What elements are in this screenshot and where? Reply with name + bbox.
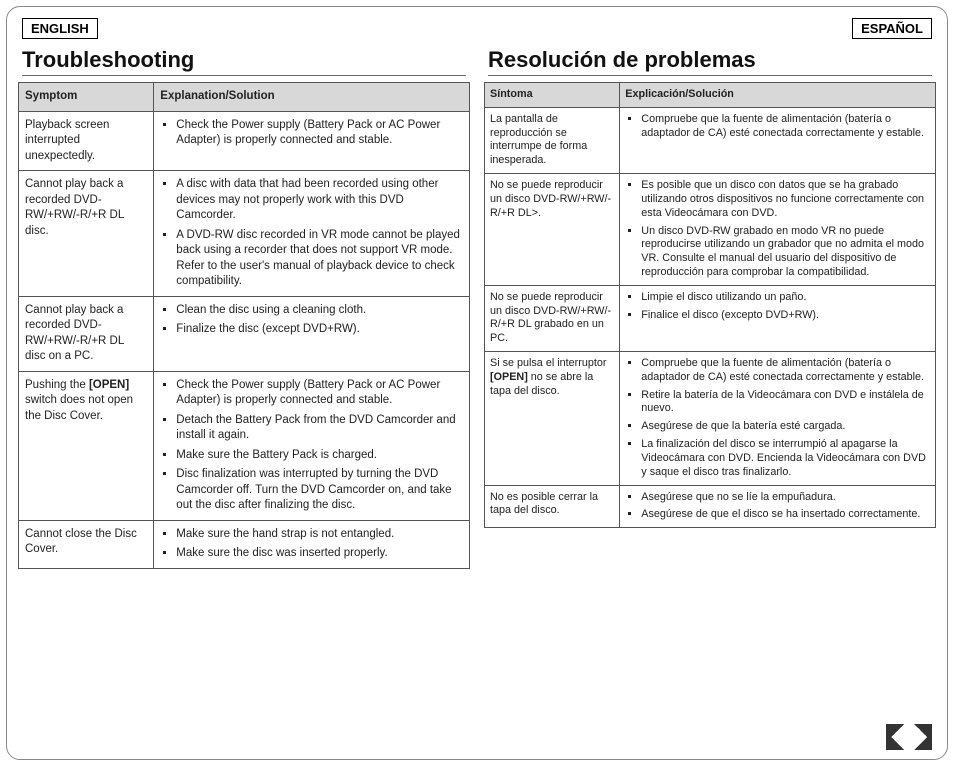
solution-item: Clean the disc using a cleaning cloth. <box>176 303 463 319</box>
tbody-en: Playback screen interrupted unexpectedly… <box>19 111 470 568</box>
solution-cell: Check the Power supply (Battery Pack or … <box>154 111 470 171</box>
solution-cell: Limpie el disco utilizando un paño. Final… <box>620 285 936 351</box>
table-row: Cannot play back a recorded DVD-RW/+RW/-… <box>19 171 470 297</box>
symptom-cell: Playback screen interrupted unexpectedly… <box>19 111 154 171</box>
table-row: La pantalla de reproducción se interrump… <box>485 107 936 173</box>
solution-item: Compruebe que la fuente de alimentación … <box>641 113 930 141</box>
solution-item: Compruebe que la fuente de alimentación … <box>641 357 930 385</box>
solution-item: Make sure the hand strap is not entangle… <box>176 527 463 543</box>
heading-english: Troubleshooting <box>22 47 466 76</box>
solution-cell: Clean the disc using a cleaning cloth. Fi… <box>154 296 470 371</box>
solution-item: Make sure the disc was inserted properly… <box>176 546 463 562</box>
solution-list: Limpie el disco utilizando un paño. Final… <box>625 291 930 323</box>
symptom-cell: No se puede reproducir un disco DVD-RW/+… <box>485 174 620 286</box>
solution-list: Asegúrese que no se líe la empuñadura. As… <box>625 491 930 523</box>
solution-item: A DVD-RW disc recorded in VR mode cannot… <box>176 228 463 290</box>
solution-item: Check the Power supply (Battery Pack or … <box>176 378 463 409</box>
solution-item: La finalización del disco se interrumpió… <box>641 438 930 479</box>
solution-list: Compruebe que la fuente de alimentación … <box>625 357 930 480</box>
table-row: Cannot close the Disc Cover. Make sure th… <box>19 520 470 568</box>
solution-item: Finalice el disco (excepto DVD+RW). <box>641 309 930 323</box>
troubleshooting-table-es: Síntoma Explicación/Solución La pantalla… <box>484 82 936 528</box>
solution-item: Check the Power supply (Battery Pack or … <box>176 118 463 149</box>
solution-list: Make sure the hand strap is not entangle… <box>160 527 463 562</box>
heading-spanish: Resolución de problemas <box>488 47 932 76</box>
column-english: ENGLISH Troubleshooting Symptom Explanat… <box>18 18 470 748</box>
th-symptom-es: Síntoma <box>485 83 620 108</box>
solution-item: Limpie el disco utilizando un paño. <box>641 291 930 305</box>
solution-item: Detach the Battery Pack from the DVD Cam… <box>176 413 463 444</box>
symptom-cell: Si se pulsa el interruptor [OPEN] no se … <box>485 352 620 486</box>
solution-list: Clean the disc using a cleaning cloth. Fi… <box>160 303 463 338</box>
solution-item: Disc finalization was interrupted by tur… <box>176 467 463 514</box>
table-row: No se puede reproducir un disco DVD-RW/+… <box>485 174 936 286</box>
troubleshooting-table-en: Symptom Explanation/Solution Playback sc… <box>18 82 470 569</box>
table-row: Playback screen interrupted unexpectedly… <box>19 111 470 171</box>
column-spanish: ESPAÑOL Resolución de problemas Síntoma … <box>484 18 936 748</box>
solution-item: Es posible que un disco con datos que se… <box>641 179 930 220</box>
solution-item: Make sure the Battery Pack is charged. <box>176 448 463 464</box>
th-solution-es: Explicación/Solución <box>620 83 936 108</box>
table-row: No es posible cerrar la tapa del disco.A… <box>485 485 936 528</box>
symptom-cell: Cannot close the Disc Cover. <box>19 520 154 568</box>
symptom-cell: Cannot play back a recorded DVD-RW/+RW/-… <box>19 296 154 371</box>
solution-list: Check the Power supply (Battery Pack or … <box>160 118 463 149</box>
solution-item: A disc with data that had been recorded … <box>176 177 463 224</box>
solution-cell: Make sure the hand strap is not entangle… <box>154 520 470 568</box>
table-row: Cannot play back a recorded DVD-RW/+RW/-… <box>19 296 470 371</box>
tbody-es: La pantalla de reproducción se interrump… <box>485 107 936 527</box>
solution-cell: Compruebe que la fuente de alimentación … <box>620 352 936 486</box>
solution-list: Check the Power supply (Battery Pack or … <box>160 378 463 514</box>
solution-list: A disc with data that had been recorded … <box>160 177 463 290</box>
page-number-badge: 121 <box>886 724 932 750</box>
symptom-cell: Pushing the [OPEN] switch does not open … <box>19 371 154 520</box>
solution-list: Es posible que un disco con datos que se… <box>625 179 930 280</box>
th-symptom-en: Symptom <box>19 83 154 112</box>
solution-item: Finalize the disc (except DVD+RW). <box>176 322 463 338</box>
solution-item: Asegúrese de que el disco se ha insertad… <box>641 508 930 522</box>
solution-cell: Compruebe que la fuente de alimentación … <box>620 107 936 173</box>
table-row: Si se pulsa el interruptor [OPEN] no se … <box>485 352 936 486</box>
page-number: 121 <box>886 724 932 750</box>
th-solution-en: Explanation/Solution <box>154 83 470 112</box>
symptom-cell: Cannot play back a recorded DVD-RW/+RW/-… <box>19 171 154 297</box>
table-row: No se puede reproducir un disco DVD-RW/+… <box>485 285 936 351</box>
table-row: Pushing the [OPEN] switch does not open … <box>19 371 470 520</box>
lang-label-spanish: ESPAÑOL <box>852 18 932 39</box>
symptom-cell: No es posible cerrar la tapa del disco. <box>485 485 620 528</box>
solution-cell: Asegúrese que no se líe la empuñadura. As… <box>620 485 936 528</box>
solution-item: Un disco DVD-RW grabado en modo VR no pu… <box>641 225 930 280</box>
solution-item: Asegúrese de que la batería esté cargada… <box>641 420 930 434</box>
symptom-cell: No se puede reproducir un disco DVD-RW/+… <box>485 285 620 351</box>
symptom-cell: La pantalla de reproducción se interrump… <box>485 107 620 173</box>
solution-cell: A disc with data that had been recorded … <box>154 171 470 297</box>
lang-label-english: ENGLISH <box>22 18 98 39</box>
solution-list: Compruebe que la fuente de alimentación … <box>625 113 930 141</box>
solution-cell: Check the Power supply (Battery Pack or … <box>154 371 470 520</box>
solution-item: Retire la batería de la Videocámara con … <box>641 389 930 417</box>
solution-item: Asegúrese que no se líe la empuñadura. <box>641 491 930 505</box>
solution-cell: Es posible que un disco con datos que se… <box>620 174 936 286</box>
